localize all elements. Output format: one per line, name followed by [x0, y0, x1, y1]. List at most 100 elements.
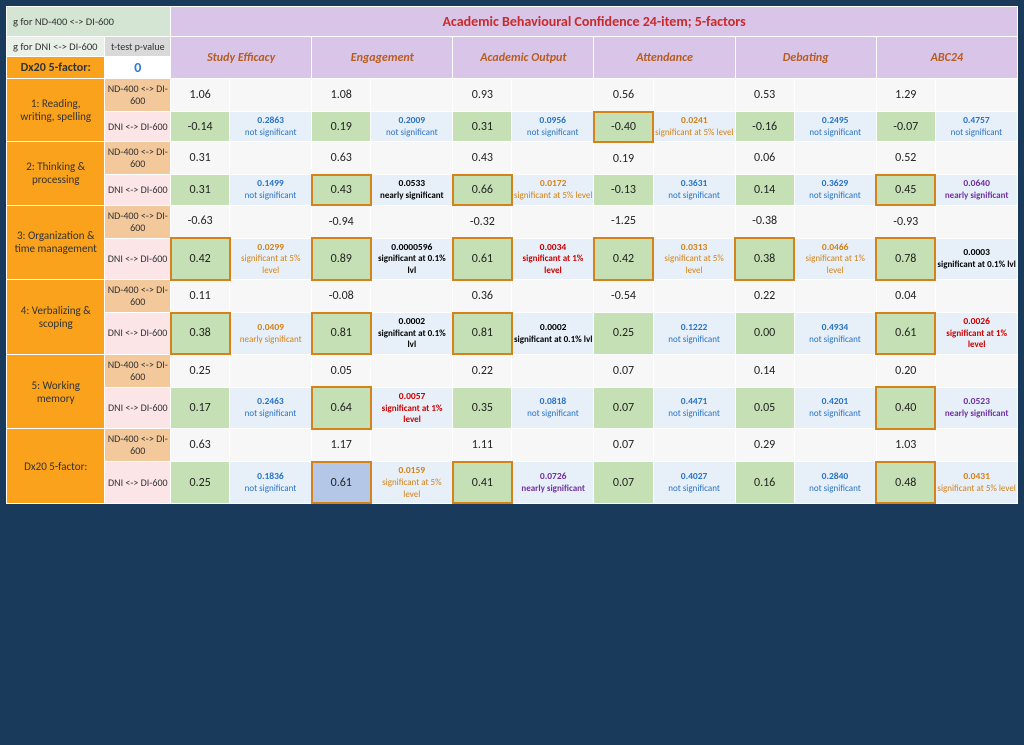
- abc-table: g for ND-400 <-> DI-600 Academic Behavio…: [6, 6, 1018, 504]
- dni-g-val: 0.00: [735, 313, 794, 355]
- empty-cell: [230, 280, 312, 313]
- nd-val: 0.52: [876, 142, 935, 175]
- p-value-cell: 0.0172significant at 5% level: [512, 175, 594, 205]
- p-value-cell: 0.0159significant at 5% level: [371, 462, 453, 504]
- nd-val: 0.06: [735, 142, 794, 175]
- p-value-cell: 0.0956not significant: [512, 112, 594, 142]
- dni-g-val: 0.78: [876, 238, 935, 280]
- nd-val: 0.93: [453, 79, 512, 112]
- p-value-cell: 0.0818not significant: [512, 387, 594, 429]
- dni-g-val: 0.25: [171, 462, 230, 504]
- dni-g-val: 0.42: [594, 238, 653, 280]
- factor-head-3: Attendance: [594, 37, 735, 79]
- dni-g-val: 0.41: [453, 462, 512, 504]
- nd-val: 0.14: [735, 354, 794, 387]
- nd-val: 0.11: [171, 280, 230, 313]
- subgroup-nd400: ND-400 <-> DI-600: [105, 205, 171, 238]
- p-value-cell: 0.2463not significant: [230, 387, 312, 429]
- empty-cell: [794, 280, 876, 313]
- corner-ttest: t-test p-value: [105, 37, 171, 57]
- subgroup-dni: DNI <-> DI-600: [105, 112, 171, 142]
- empty-cell: [371, 429, 453, 462]
- nd-val: -0.38: [735, 205, 794, 238]
- p-value-cell: 0.2840not significant: [794, 462, 876, 504]
- dni-g-val: -0.16: [735, 112, 794, 142]
- nd-val: 0.19: [594, 142, 653, 175]
- dni-g-val: 0.40: [876, 387, 935, 429]
- dni-g-val: 0.89: [312, 238, 371, 280]
- p-value-cell: 0.1836not significant: [230, 462, 312, 504]
- nd-val: 1.03: [876, 429, 935, 462]
- dni-g-val: 0.43: [312, 175, 371, 205]
- dni-g-val: 0.64: [312, 387, 371, 429]
- p-value-cell: 0.0003significant at 0.1% lvl: [935, 238, 1017, 280]
- empty-cell: [653, 354, 735, 387]
- p-value-cell: 0.0002significant at 0.1% lvl: [371, 313, 453, 355]
- dni-g-val: 0.35: [453, 387, 512, 429]
- p-value-cell: 0.1222not significant: [653, 313, 735, 355]
- nd-val: 0.04: [876, 280, 935, 313]
- p-value-cell: 0.0313significant at 5% level: [653, 238, 735, 280]
- empty-cell: [230, 205, 312, 238]
- p-value-cell: 0.0409nearly significant: [230, 313, 312, 355]
- nd-val: -1.25: [594, 205, 653, 238]
- p-value-cell: 0.0299significant at 5% level: [230, 238, 312, 280]
- p-value-cell: 0.1499not significant: [230, 175, 312, 205]
- p-value-cell: 0.4757not significant: [935, 112, 1017, 142]
- empty-cell: [230, 429, 312, 462]
- empty-cell: [230, 79, 312, 112]
- subgroup-dni: DNI <-> DI-600: [105, 462, 171, 504]
- dni-g-val: 0.38: [171, 313, 230, 355]
- empty-cell: [794, 79, 876, 112]
- dni-g-val: 0.19: [312, 112, 371, 142]
- empty-cell: [512, 79, 594, 112]
- subgroup-nd400: ND-400 <-> DI-600: [105, 142, 171, 175]
- subgroup-dni: DNI <-> DI-600: [105, 175, 171, 205]
- empty-cell: [935, 354, 1017, 387]
- subgroup-dni: DNI <-> DI-600: [105, 313, 171, 355]
- main-title: Academic Behavioural Confidence 24-item;…: [171, 7, 1018, 37]
- row-label-4: 4: Verbalizing & scoping: [7, 280, 105, 355]
- subgroup-dni: DNI <-> DI-600: [105, 238, 171, 280]
- p-value-cell: 0.0241significant at 5% level: [653, 112, 735, 142]
- p-value-cell: 0.0026significant at 1% level: [935, 313, 1017, 355]
- dx-label: Dx20 5-factor:: [7, 57, 105, 79]
- p-value-cell: 0.2863not significant: [230, 112, 312, 142]
- dni-g-val: 0.17: [171, 387, 230, 429]
- empty-cell: [935, 280, 1017, 313]
- p-value-cell: 0.0000596significant at 0.1% lvl: [371, 238, 453, 280]
- nd-val: 0.20: [876, 354, 935, 387]
- nd-val: -0.54: [594, 280, 653, 313]
- dni-g-val: 0.31: [171, 175, 230, 205]
- dni-g-val: 0.81: [453, 313, 512, 355]
- empty-cell: [794, 429, 876, 462]
- zero-cell: 0: [105, 57, 171, 79]
- empty-cell: [653, 79, 735, 112]
- nd-val: 1.17: [312, 429, 371, 462]
- factor-head-4: Debating: [735, 37, 876, 79]
- corner-g-nd400: g for ND-400 <-> DI-600: [7, 7, 171, 37]
- p-value-cell: 0.0523nearly significant: [935, 387, 1017, 429]
- empty-cell: [935, 429, 1017, 462]
- empty-cell: [935, 79, 1017, 112]
- empty-cell: [794, 354, 876, 387]
- row-label-6: Dx20 5-factor:: [7, 429, 105, 504]
- p-value-cell: 0.0466significant at 1% level: [794, 238, 876, 280]
- nd-val: 0.63: [312, 142, 371, 175]
- nd-val: 0.36: [453, 280, 512, 313]
- dni-g-val: 0.38: [735, 238, 794, 280]
- empty-cell: [512, 280, 594, 313]
- p-value-cell: 0.3631not significant: [653, 175, 735, 205]
- p-value-cell: 0.0002significant at 0.1% lvl: [512, 313, 594, 355]
- factor-head-0: Study Efficacy: [171, 37, 312, 79]
- p-value-cell: 0.0057significant at 1% level: [371, 387, 453, 429]
- nd-val: 0.63: [171, 429, 230, 462]
- p-value-cell: 0.4201not significant: [794, 387, 876, 429]
- dni-g-val: 0.07: [594, 462, 653, 504]
- nd-val: 0.53: [735, 79, 794, 112]
- nd-val: 1.29: [876, 79, 935, 112]
- empty-cell: [935, 142, 1017, 175]
- empty-cell: [653, 205, 735, 238]
- subgroup-nd400: ND-400 <-> DI-600: [105, 79, 171, 112]
- nd-val: 0.22: [453, 354, 512, 387]
